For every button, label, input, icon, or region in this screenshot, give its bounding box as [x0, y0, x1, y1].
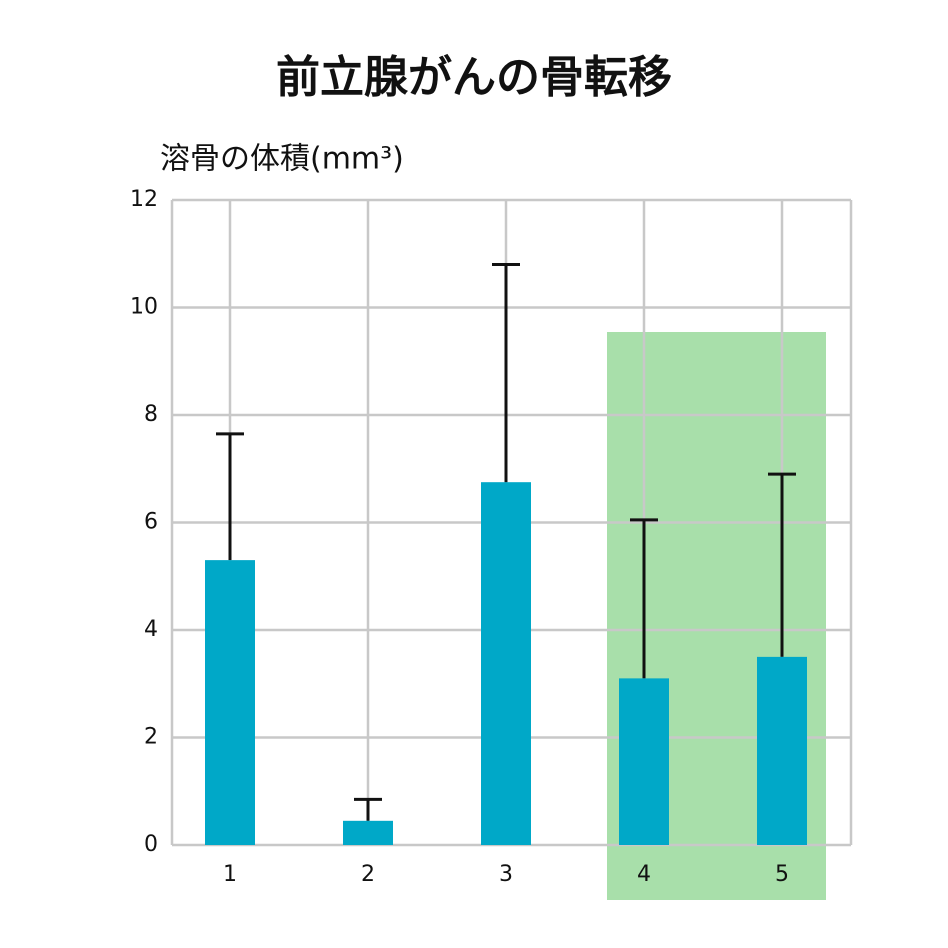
y-tick-label: 6 — [144, 510, 158, 535]
marks: 1 2 3 4 5 — [205, 263, 807, 887]
x-tick-label: 5 — [775, 862, 789, 887]
x-tick-label: 2 — [361, 862, 375, 887]
bar — [481, 482, 531, 845]
y-tick-label: 12 — [130, 187, 158, 212]
y-tick-label: 8 — [144, 402, 158, 427]
y-tick-label: 0 — [144, 832, 158, 857]
bar — [205, 560, 255, 845]
y-axis-label: 溶骨の体積(mm³) — [160, 142, 404, 177]
y-tick-label: 2 — [144, 725, 158, 750]
x-tick-label: 1 — [223, 862, 237, 887]
y-tick-label: 4 — [144, 617, 158, 642]
bar — [619, 678, 669, 845]
bar — [343, 820, 393, 845]
x-tick-label: 3 — [499, 862, 513, 887]
x-tick-label: 4 — [637, 862, 651, 887]
y-tick-label: 10 — [130, 295, 158, 320]
chart-title: 前立腺がんの骨転移 — [276, 52, 672, 103]
bar — [757, 656, 807, 845]
